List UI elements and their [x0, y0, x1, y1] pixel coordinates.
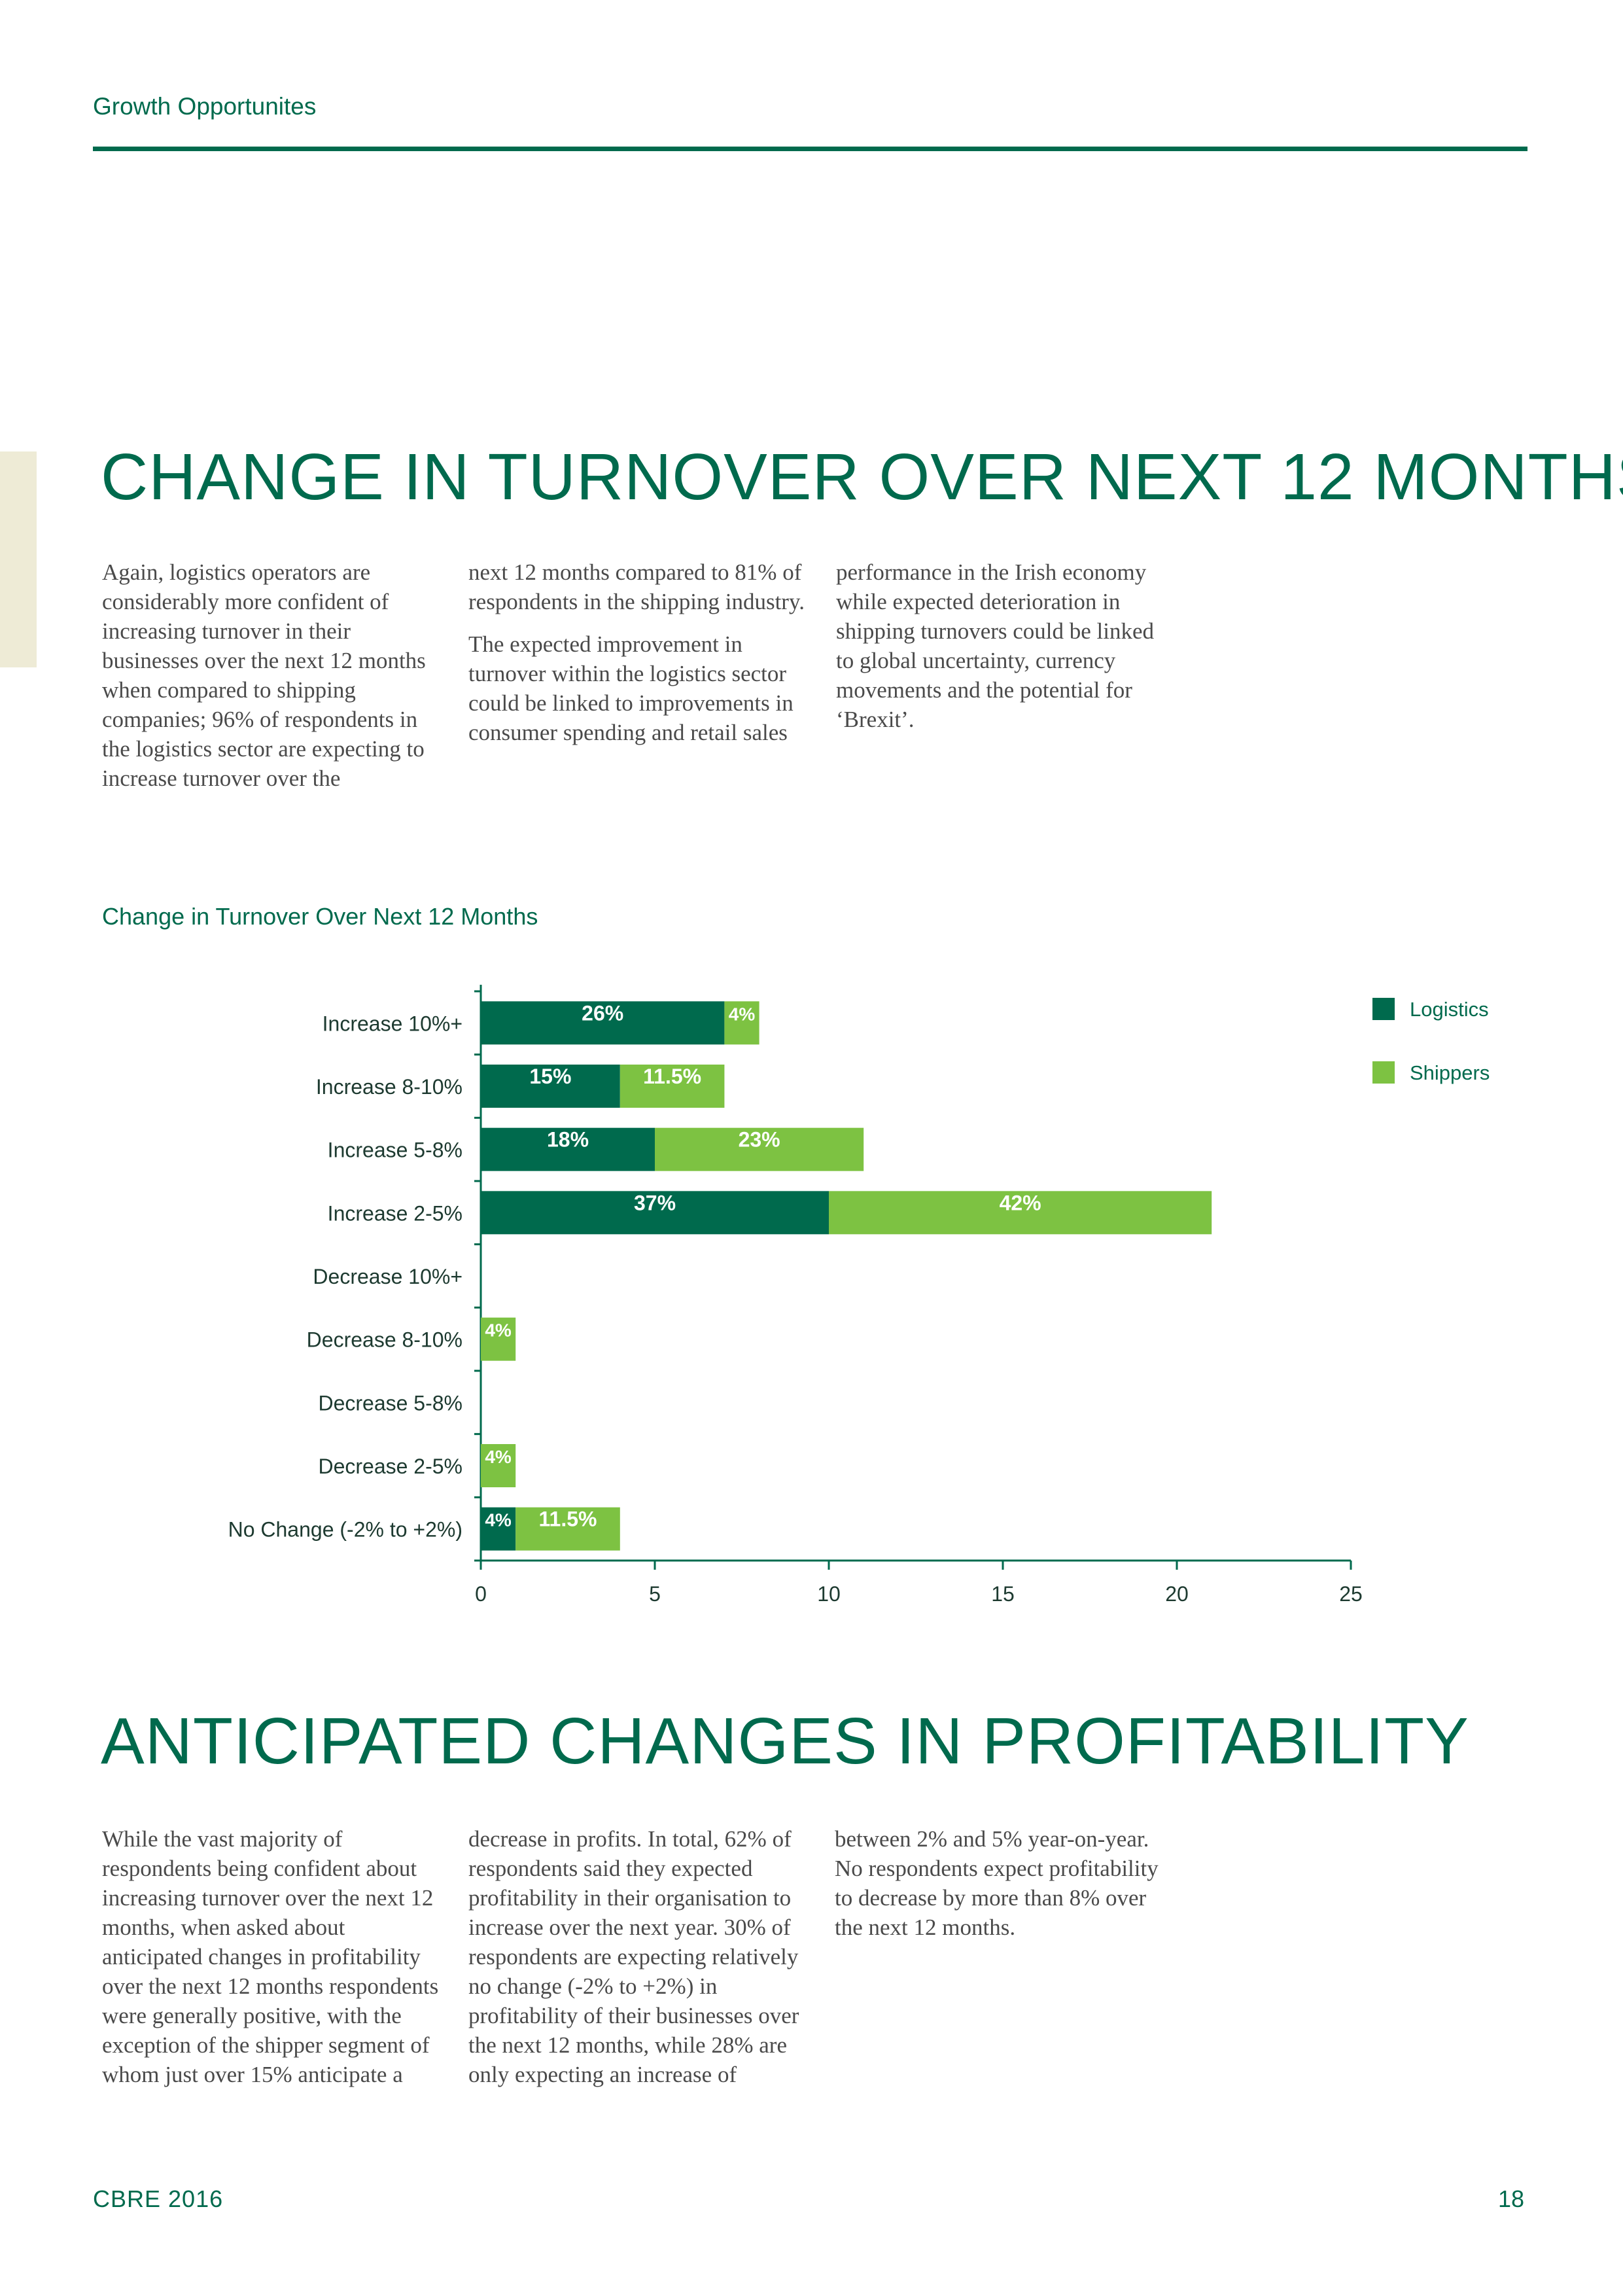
x-tick-label: 0 [475, 1582, 487, 1606]
bar-data-label: 42% [1000, 1191, 1041, 1214]
bar-shippers [724, 1001, 759, 1045]
paragraph: performance in the Irish economy while e… [836, 559, 1155, 732]
bar-shippers [655, 1127, 864, 1171]
chart-title: Change in Turnover Over Next 12 Months [102, 903, 538, 930]
bar-data-label: 4% [485, 1320, 512, 1341]
category-label: Increase 8-10% [316, 1075, 462, 1099]
bar-logistics [481, 1507, 516, 1551]
category-label: Increase 10%+ [323, 1012, 462, 1035]
paragraph: While the vast majority of respondents b… [102, 1826, 439, 2087]
bar-data-label: 11.5% [643, 1065, 701, 1088]
profitability-text-col-3: between 2% and 5% year-on-year. No respo… [835, 1824, 1175, 1955]
side-tab [0, 451, 37, 667]
bar-shippers [620, 1065, 725, 1108]
bar-logistics [481, 1001, 725, 1045]
category-label: Decrease 2-5% [318, 1455, 462, 1478]
turnover-chart: Increase 10%+ Increase 8-10% Increase 5-8%… [228, 985, 1490, 1606]
category-label: Increase 2-5% [328, 1201, 462, 1225]
category-label: Increase 5-8% [328, 1139, 462, 1162]
x-tick-label: 5 [649, 1582, 661, 1606]
bar-data-label: 11.5% [539, 1508, 597, 1531]
section-title-turnover: CHANGE IN TURNOVER OVER NEXT 12 MONTHS [101, 440, 1623, 514]
bar-logistics [481, 1127, 655, 1171]
legend-label: Logistics [1410, 998, 1489, 1021]
bar-data-label: 37% [634, 1191, 676, 1214]
category-label: Decrease 5-8% [318, 1391, 462, 1415]
profitability-text-col-1: While the vast majority of respondents b… [102, 1824, 442, 2102]
bar-shippers [481, 1444, 516, 1487]
bar-data-label: 26% [582, 1001, 623, 1025]
paragraph: next 12 months compared to 81% of respon… [468, 559, 805, 614]
bar-data-label: 23% [739, 1128, 780, 1152]
bar-data-label: 4% [729, 1004, 756, 1024]
bar-data-label: 15% [529, 1065, 571, 1088]
bar-data-label: 4% [485, 1447, 512, 1467]
bar-data-label: 4% [485, 1510, 512, 1530]
turnover-text-col-1: Again, logistics operators are considera… [102, 557, 442, 806]
header-rule [93, 147, 1527, 151]
page-number: 18 [1498, 2185, 1525, 2212]
profitability-text-col-2: decrease in profits. In total, 62% of re… [468, 1824, 809, 2102]
paragraph: between 2% and 5% year-on-year. No respo… [835, 1826, 1159, 1940]
bar-shippers [829, 1191, 1212, 1235]
paragraph: The expected improvement in turnover wit… [468, 631, 794, 745]
x-tick-label: 20 [1165, 1582, 1189, 1606]
x-tick-label: 10 [817, 1582, 841, 1606]
legend-label: Shippers [1410, 1061, 1490, 1084]
category-label: No Change (-2% to +2%) [228, 1518, 462, 1542]
turnover-text-col-3: performance in the Irish economy while e… [836, 557, 1176, 747]
footer-brand: CBRE 2016 [93, 2185, 224, 2212]
category-label: Decrease 8-10% [307, 1328, 462, 1352]
bar-shippers [481, 1317, 516, 1361]
bar-logistics [481, 1065, 620, 1108]
x-tick-label: 15 [991, 1582, 1015, 1606]
bar-shippers [515, 1507, 620, 1551]
legend-swatch-logistics [1372, 998, 1395, 1020]
section-label: Growth Opportunites [93, 93, 317, 120]
paragraph: Again, logistics operators are considera… [102, 559, 426, 791]
category-label: Decrease 10%+ [313, 1265, 462, 1288]
legend-swatch-shippers [1372, 1061, 1395, 1084]
section-title-profitability: ANTICIPATED CHANGES IN PROFITABILITY [101, 1704, 1469, 1778]
turnover-text-col-2: next 12 months compared to 81% of respon… [468, 557, 809, 760]
bar-data-label: 18% [547, 1128, 589, 1152]
paragraph: decrease in profits. In total, 62% of re… [468, 1826, 799, 2087]
x-tick-label: 25 [1339, 1582, 1363, 1606]
bar-logistics [481, 1191, 829, 1235]
